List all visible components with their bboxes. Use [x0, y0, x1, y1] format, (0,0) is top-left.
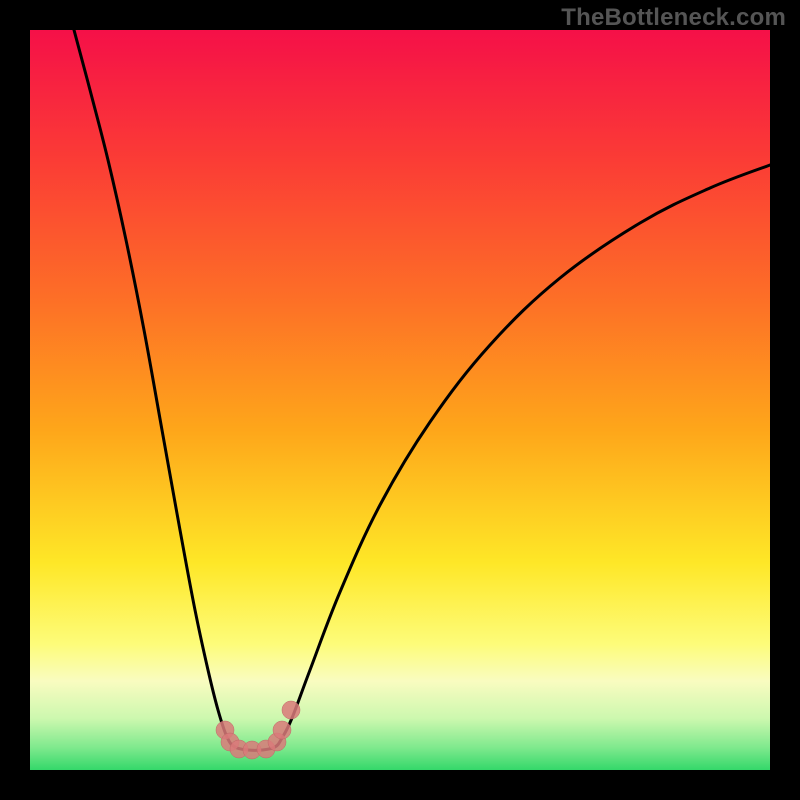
- chart-svg: [30, 30, 770, 770]
- plot-area: [30, 30, 770, 770]
- chart-background: [30, 30, 770, 770]
- marker-dot: [273, 721, 291, 739]
- watermark-text: TheBottleneck.com: [561, 4, 786, 32]
- marker-dot: [282, 701, 300, 719]
- chart-frame: TheBottleneck.com: [0, 0, 800, 800]
